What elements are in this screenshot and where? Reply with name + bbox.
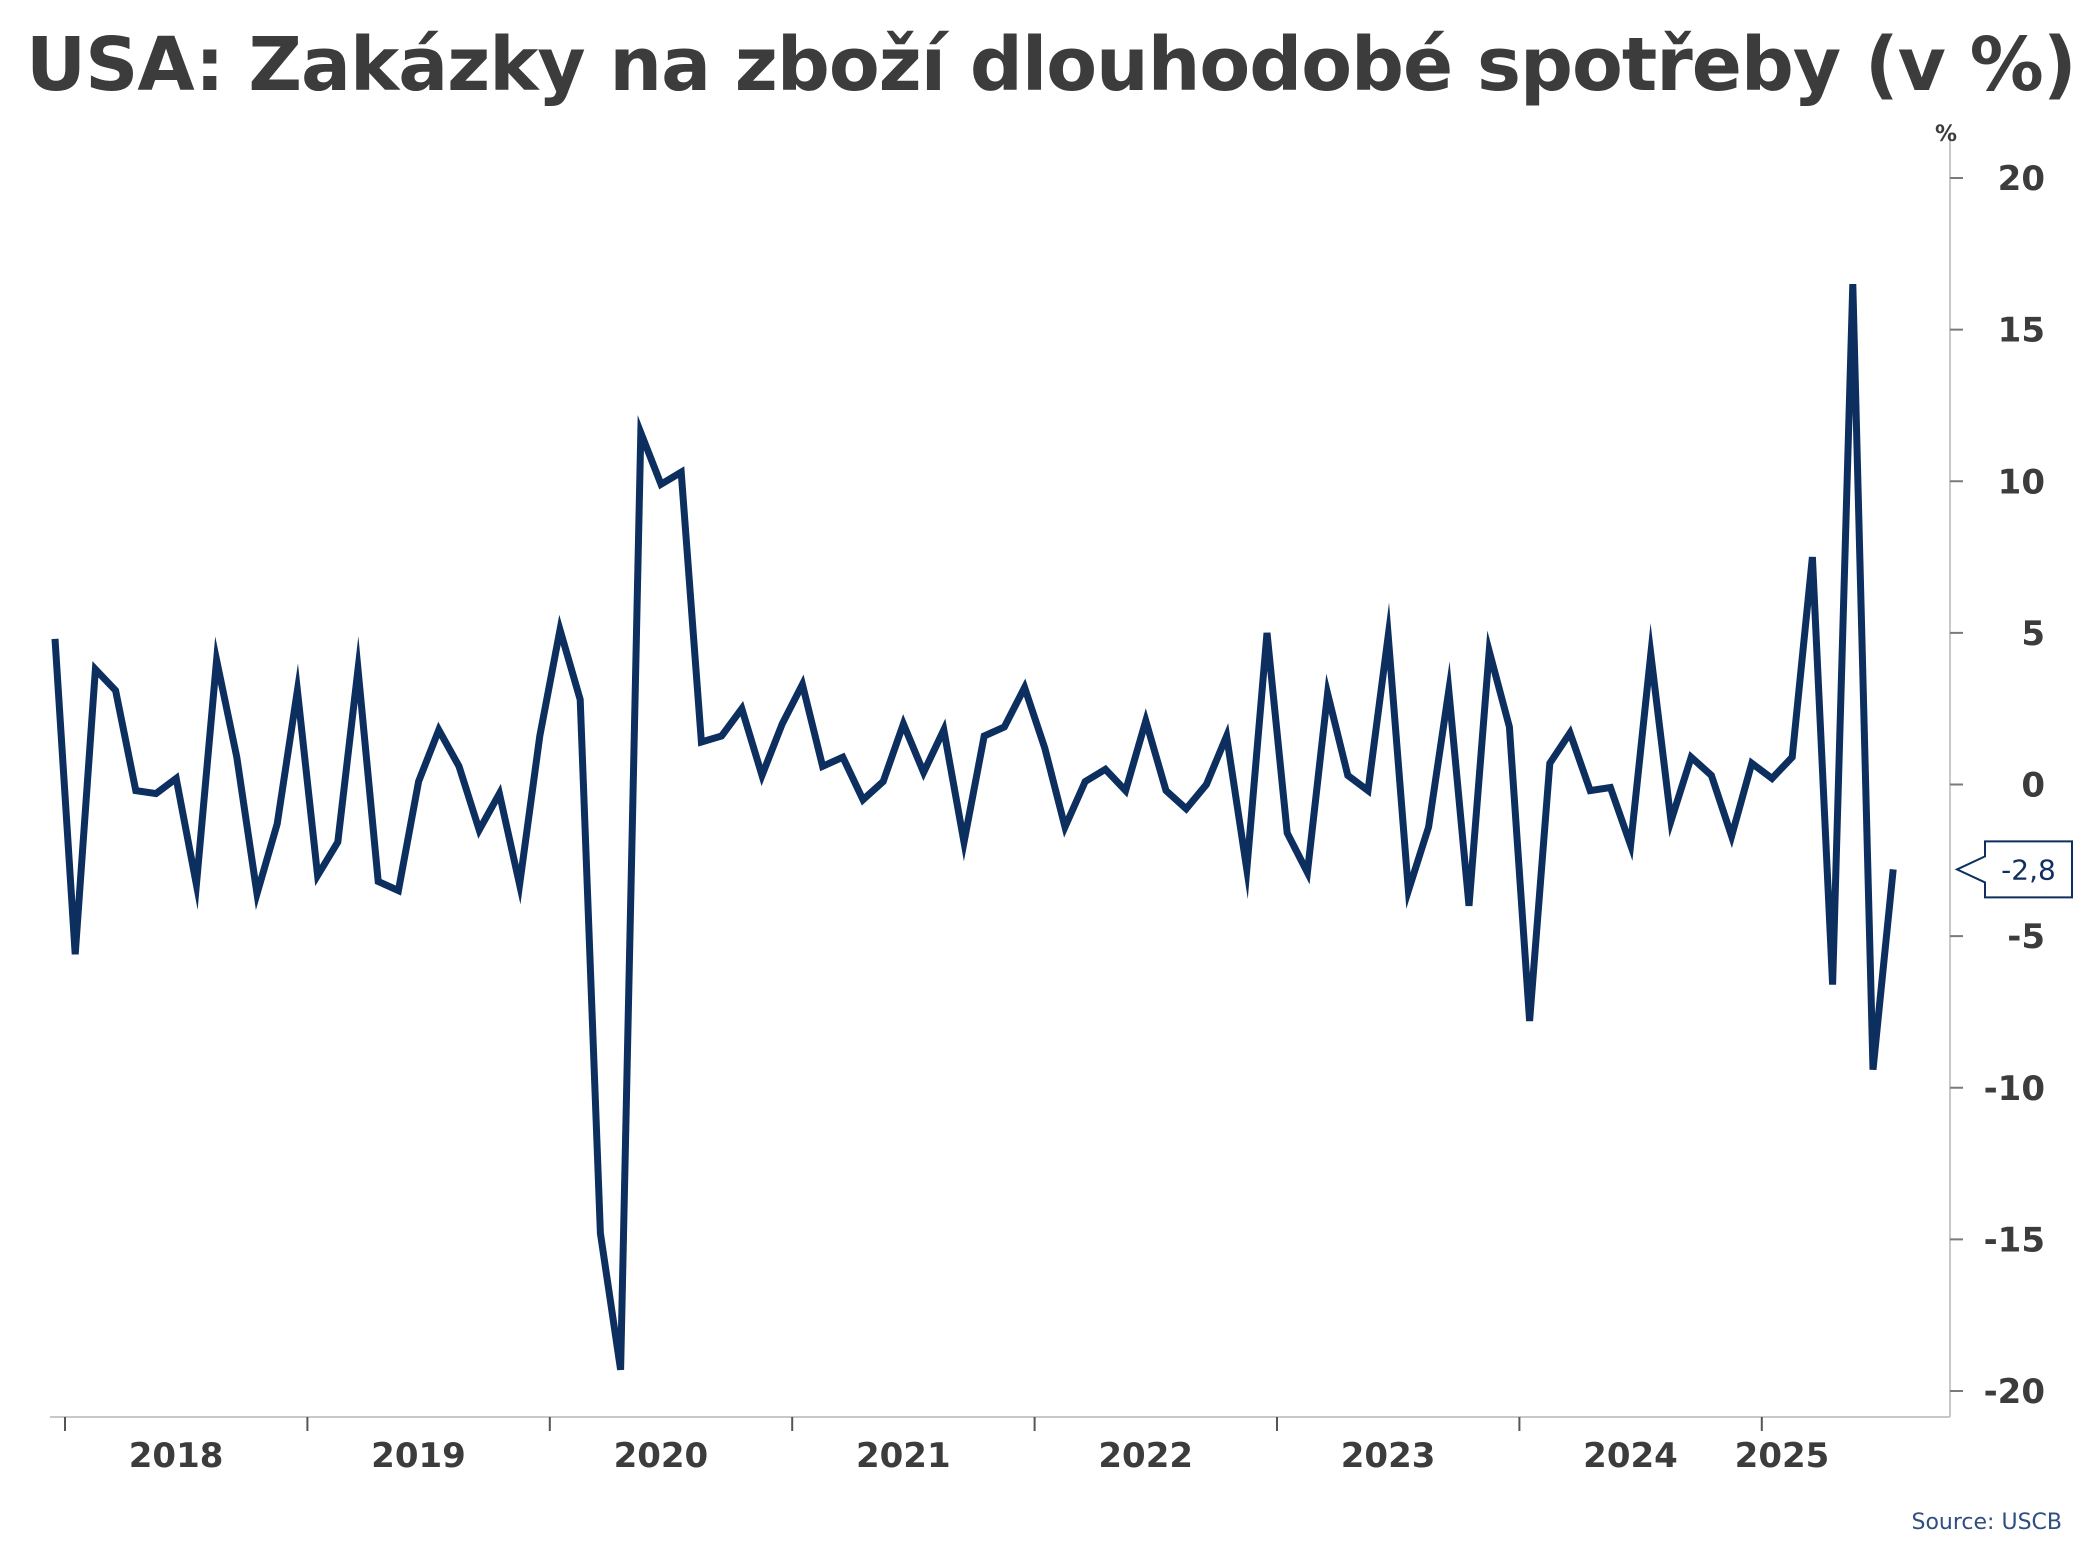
y-tick-label: -20 [1984, 1372, 2045, 1412]
chart-title: USA: Zakázky na zboží dlouhodobé spotřeb… [26, 22, 2077, 108]
y-tick-label: -15 [1984, 1220, 2045, 1260]
x-year-label: 2024 [1583, 1436, 1678, 1476]
series-line [51, 283, 1897, 1371]
x-year-label: 2022 [1098, 1436, 1193, 1476]
x-year-label: 2025 [1735, 1436, 1830, 1476]
y-tick-label: 10 [1998, 462, 2045, 502]
y-tick-label: -5 [2007, 917, 2045, 957]
y-tick-label: -10 [1984, 1069, 2045, 1109]
series-layer [51, 283, 1897, 1371]
labels: 20 15 10 5 0 -5 -10 -15 -20% 2018 2019 2020 2021 2022… [129, 122, 2073, 1535]
axes [50, 133, 1963, 1431]
x-year-label: 2018 [129, 1436, 224, 1476]
y-tick-label: 15 [1998, 311, 2045, 351]
x-year-label: 2020 [614, 1436, 709, 1476]
last-value-callout [1954, 840, 2073, 899]
source-note: Source: USCB [1912, 1510, 2063, 1535]
y-tick-label: 0 [2021, 766, 2045, 806]
y-unit-label: % [1935, 122, 1957, 147]
last-value-label: -2,8 [2001, 853, 2056, 886]
x-year-label: 2019 [371, 1436, 466, 1476]
x-year-label: 2021 [856, 1436, 951, 1476]
x-year-label: 2023 [1341, 1436, 1436, 1476]
y-tick-label: 20 [1998, 159, 2045, 199]
y-tick-label: 5 [2021, 614, 2045, 654]
